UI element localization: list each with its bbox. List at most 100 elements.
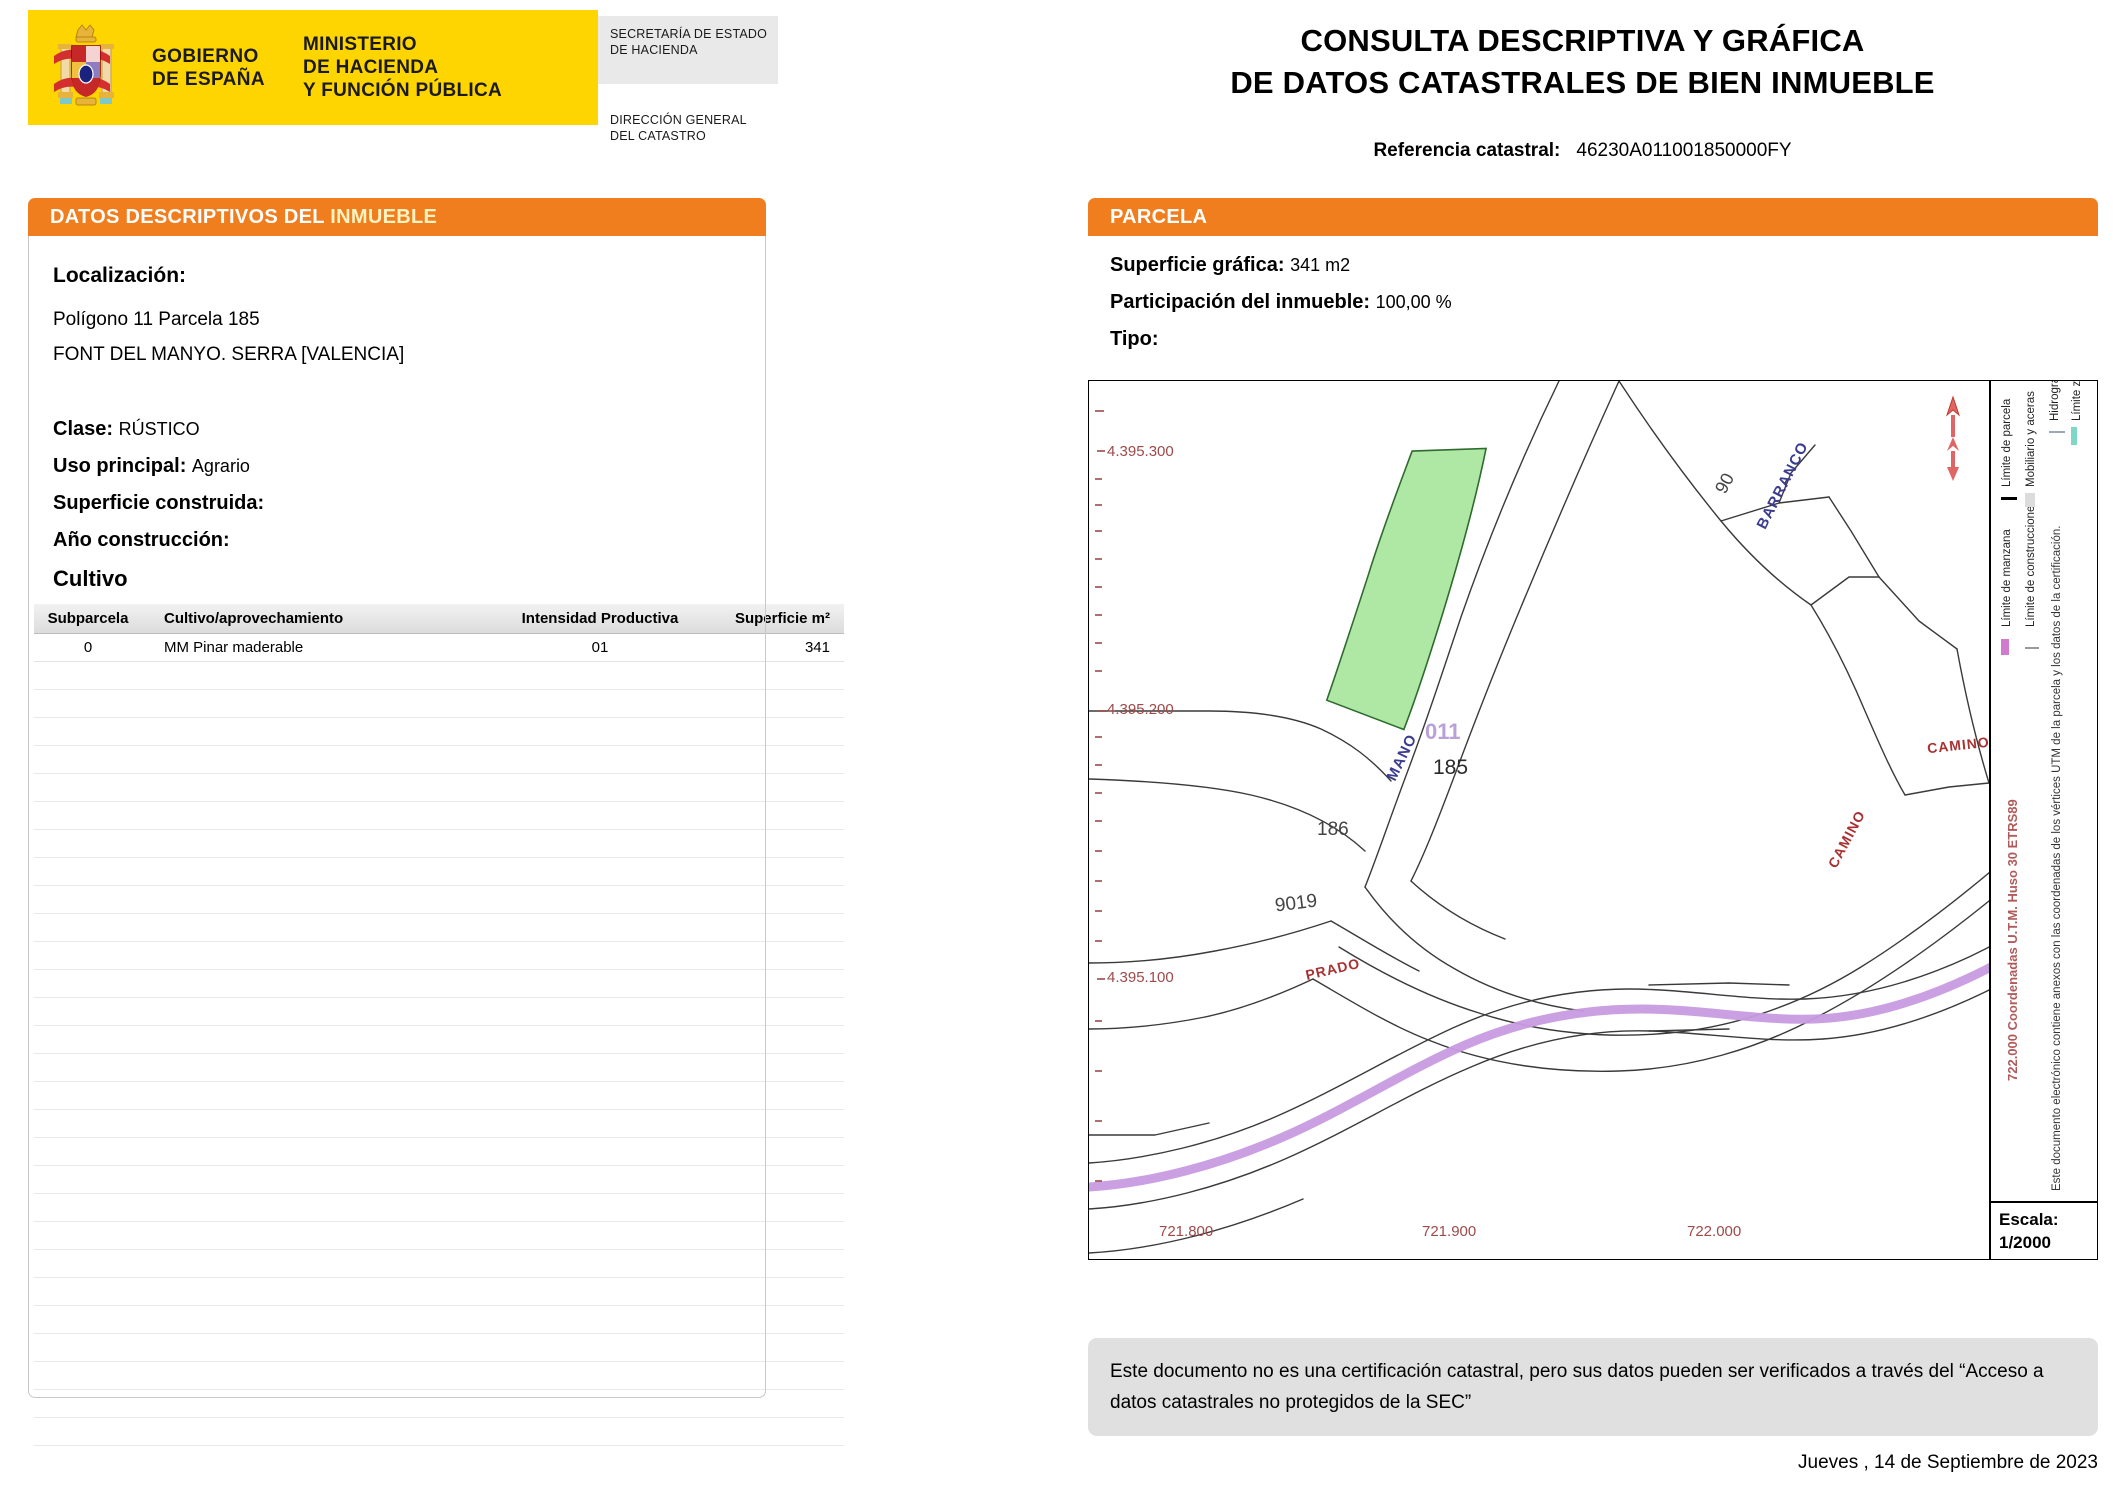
gobierno-de-espana-logo: GOBIERNO DE ESPAÑA MINISTERIO DE HACIEND… [28,10,598,125]
legend-coordinates-note: 722.000 Coordenadas U.T.M. Huso 30 ETRS8… [2005,799,2020,1081]
legend-swatch-mobiliario-aceras [2025,493,2035,507]
column-header-cultivo: Cultivo/aprovechamiento [142,604,502,634]
legend-label-limite-construcciones: Límite de construcciones [2025,499,2037,627]
map-y-tick-2: 4.395.200 [1107,701,1174,718]
map-x-tick-2: 721.900 [1422,1223,1477,1240]
anio-construccion-label: Año construcción: [53,529,230,551]
superficie-grafica-label: Superficie gráfica: [1110,254,1285,276]
table-row-empty [34,1053,844,1082]
table-header-row: Subparcela Cultivo/aprovechamiento Inten… [34,604,844,634]
legend-certification-note: Este documento electrónico contiene anex… [2051,525,2063,1191]
referencia-catastral-value: 46230A011001850000FY [1576,140,1792,161]
localizacion-line-1: Polígono 11 Parcela 185 [53,309,260,330]
participacion-row: Participación del inmueble: 100,00 % [1110,289,1452,315]
cultivo-section-title: Cultivo [53,566,128,591]
datos-descriptivos-title-highlight: INMUEBLE [330,205,438,228]
superficie-construida-label: Superficie construida: [53,492,265,514]
legend-swatch-limite-zona-verde [2071,427,2077,445]
table-row-empty [34,745,844,774]
column-header-superficie: Superficie m² [698,604,844,634]
north-arrow-icon [1945,395,1961,481]
disclaimer-text: Este documento no es una certificación c… [1110,1361,2044,1413]
map-scale-box: Escala: 1/2000 [1989,1201,2097,1259]
table-row-empty [34,689,844,718]
cell-intensidad: 01 [502,633,698,662]
datos-descriptivos-title: DATOS DESCRIPTIVOS DEL INMUEBLE [50,206,437,229]
tipo-row: Tipo: [1110,326,1159,352]
document-header: GOBIERNO DE ESPAÑA MINISTERIO DE HACIEND… [0,0,2125,180]
map-vector-layer [1089,381,2097,1254]
table-row: 0 MM Pinar maderable 01 341 [34,633,844,662]
datos-descriptivos-panel-header: DATOS DESCRIPTIVOS DEL INMUEBLE [28,198,766,236]
table-row-empty [34,1417,844,1446]
map-label-parcel-186: 186 [1317,819,1349,840]
table-row-empty [34,801,844,830]
legend-swatch-limite-parcela [2001,497,2017,500]
table-row-empty [34,1249,844,1278]
cell-superficie: 341 [698,633,844,662]
map-x-tick-3: 722.000 [1687,1223,1742,1240]
map-y-tick-3: 4.395.100 [1107,969,1174,986]
selected-parcel-polygon [1325,447,1488,731]
map-x-tick-1: 721.800 [1159,1223,1214,1240]
table-row-empty [34,1333,844,1362]
coat-of-arms-icon [54,23,114,105]
clase-value: RÚSTICO [118,419,200,439]
table-row-empty [34,1221,844,1250]
anio-construccion-row: Año construcción: [53,527,230,553]
legend-label-limite-manzana: Límite de manzana [2001,529,2013,627]
legend-label-hidrografia: Hidrografía [2049,380,2061,421]
cadastral-map[interactable]: 4.395.300 4.395.200 4.395.100 721.800 72… [1088,380,2098,1260]
table-row-empty [34,969,844,998]
superficie-grafica-row: Superficie gráfica: 341 m2 [1110,252,1350,278]
legend-label-mobiliario-aceras: Mobiliario y aceras [2025,391,2037,487]
uso-principal-row: Uso principal: Agrario [53,453,250,479]
map-y-tick-1: 4.395.300 [1107,443,1174,460]
page-title: CONSULTA DESCRIPTIVA Y GRÁFICA DE DATOS … [1230,23,1935,100]
table-row-empty [34,773,844,802]
participacion-label: Participación del inmueble: [1110,291,1371,313]
table-row-empty [34,1277,844,1306]
referencia-catastral-row: Referencia catastral: 46230A011001850000F… [1060,140,2105,162]
secretaria-estado-box: SECRETARÍA DE ESTADO DE HACIENDA [598,16,778,84]
superficie-construida-row: Superficie construida: [53,490,264,516]
ministerio-label: MINISTERIO DE HACIENDA Y FUNCIÓN PÚBLICA [303,34,503,101]
parcela-title: PARCELA [1110,205,1208,228]
cultivo-table: Subparcela Cultivo/aprovechamiento Inten… [34,604,844,1446]
legend-swatch-limite-manzana [2001,639,2009,655]
table-row-empty [34,1361,844,1390]
gobierno-label: GOBIERNO DE ESPAÑA [152,45,266,90]
map-legend: Límite de manzana Límite de construccion… [1989,381,2097,1259]
column-header-intensidad: Intensidad Productiva [502,604,698,634]
datos-descriptivos-title-plain: DATOS DESCRIPTIVOS DEL [50,205,331,228]
legend-swatch-hidrografia [2049,431,2065,433]
clase-label: Clase: [53,418,114,440]
table-row-empty [34,829,844,858]
tipo-label: Tipo: [1110,328,1159,350]
localizacion-line-2: FONT DEL MANYO. SERRA [VALENCIA] [53,344,405,365]
superficie-grafica-value: 341 m2 [1290,255,1351,275]
table-row-empty [34,717,844,746]
table-row-empty [34,1165,844,1194]
legend-swatch-limite-construcciones [2025,647,2039,649]
direccion-general-label: DIRECCIÓN GENERAL DEL CATASTRO [610,113,747,143]
legend-label-limite-parcela: Límite de parcela [2001,398,2013,487]
table-row-empty [34,885,844,914]
map-axis-ticks [1095,410,1105,1182]
table-row-empty [34,1081,844,1110]
localizacion-label: Localización: [53,264,187,287]
document-date: Jueves , 14 de Septiembre de 2023 [1798,1452,2098,1473]
table-row-empty [34,1109,844,1138]
direccion-general-catastro-box: DIRECCIÓN GENERAL DEL CATASTRO [610,112,800,144]
map-scale-value: 1/2000 [1999,1233,2051,1252]
table-row-empty [34,1193,844,1222]
column-header-subparcela: Subparcela [34,604,142,634]
table-row-empty [34,1305,844,1334]
table-row-empty [34,857,844,886]
map-scale-label: Escala: [1999,1210,2059,1229]
table-row-empty [34,997,844,1026]
table-row-empty [34,1137,844,1166]
referencia-catastral-label: Referencia catastral: [1373,140,1561,161]
cell-subparcela: 0 [34,633,142,662]
table-row-empty [34,941,844,970]
